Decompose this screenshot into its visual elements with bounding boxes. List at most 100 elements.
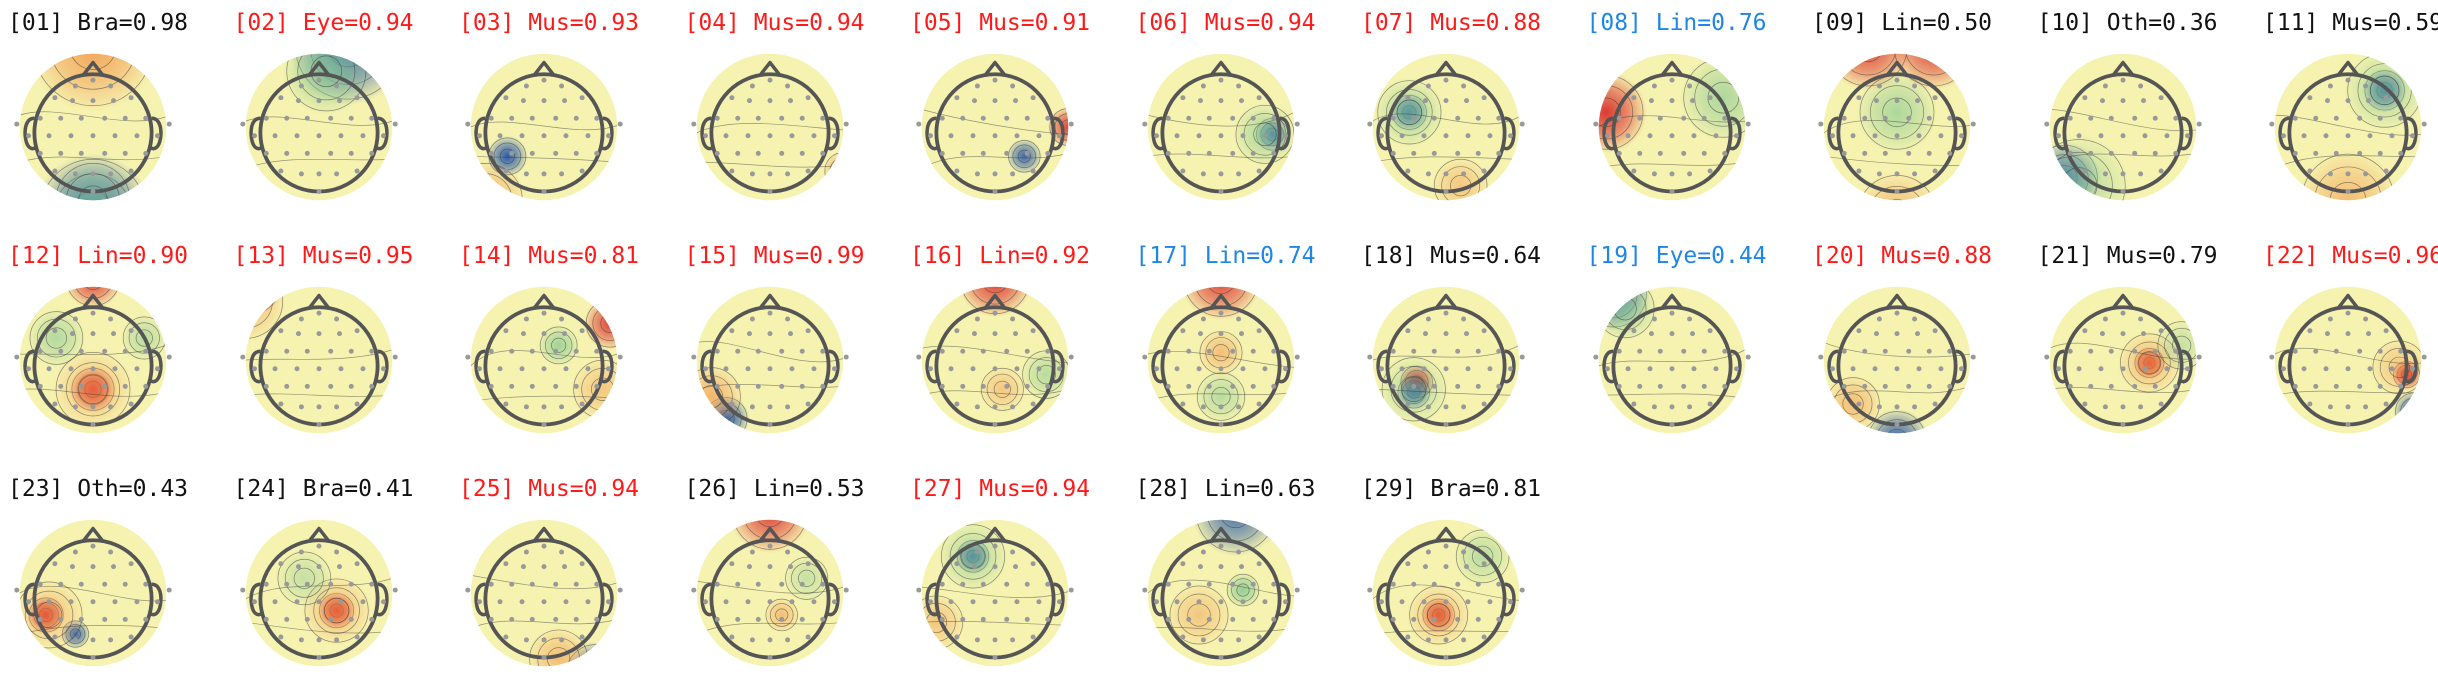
- contour-line: [245, 158, 392, 169]
- left-ear: [699, 349, 714, 384]
- sensor-dot: [1856, 95, 1862, 101]
- sensor-dot: [368, 348, 374, 354]
- sensor-dot: [1461, 637, 1467, 643]
- nose-outline: [81, 60, 105, 77]
- sensor-dot: [2067, 383, 2073, 389]
- sensor-dot: [497, 366, 503, 372]
- scalp-topomap: [1818, 53, 1976, 201]
- sensor-dot: [1399, 599, 1405, 605]
- sensor-dot: [1481, 168, 1487, 174]
- sensor-dot: [1443, 331, 1449, 337]
- sensor-dot: [37, 115, 43, 121]
- contour-line: [1177, 593, 1220, 637]
- sensor-dot: [734, 616, 740, 622]
- sensor-dot: [1010, 171, 1016, 177]
- left-ear: [2052, 116, 2067, 151]
- sensor-dot: [1455, 581, 1461, 587]
- sensor-dot: [102, 348, 108, 354]
- right-ear: [825, 116, 840, 151]
- sensor-dot: [916, 587, 922, 593]
- sensor-dot: [2345, 133, 2351, 139]
- sensor-dot: [960, 150, 966, 156]
- sensor-dot: [980, 115, 986, 121]
- sensor-dot: [392, 587, 398, 593]
- contour-line: [551, 337, 567, 353]
- component-title: [09] Lin=0.50: [1812, 8, 1992, 38]
- sensor-dot: [746, 564, 752, 570]
- topomap-cell: [27] Mus=0.94: [910, 474, 1120, 684]
- scalp-topomap: [2269, 53, 2427, 201]
- sensor-dot: [1625, 133, 1631, 139]
- sensor-dot: [251, 599, 257, 605]
- sensor-dot: [2120, 310, 2125, 316]
- right-ear: [1727, 116, 1742, 151]
- sensor-dot: [1894, 171, 1900, 177]
- sensor-dot: [108, 637, 114, 643]
- sensor-dot: [102, 383, 108, 389]
- right-ear: [1276, 582, 1291, 617]
- sensor-dot: [2081, 95, 2087, 101]
- sensor-dot: [2409, 366, 2415, 372]
- sensor-dot: [1030, 561, 1036, 567]
- contour-line: [1827, 53, 1908, 87]
- right-ear: [1051, 349, 1065, 384]
- sensor-dot: [1229, 581, 1235, 587]
- sensor-dot: [714, 581, 720, 587]
- sensor-dot: [2108, 383, 2114, 389]
- sensor-dot: [263, 150, 269, 156]
- sensor-dot: [90, 654, 96, 660]
- sensor-dot: [283, 150, 289, 156]
- sensor-dot: [108, 404, 114, 410]
- sensor-dot: [562, 564, 568, 570]
- left-ear: [1827, 349, 1841, 384]
- component-label: Bra=0.81: [1416, 476, 1542, 502]
- scalp-topomap: [1141, 53, 1300, 201]
- sensor-dot: [503, 401, 509, 407]
- sensor-dot: [1431, 150, 1437, 156]
- sensor-dot: [788, 133, 794, 139]
- sensor-dot: [563, 366, 569, 372]
- contour-line: [1183, 286, 1258, 317]
- sensor-dot: [971, 564, 977, 570]
- sensor-dot: [2102, 316, 2108, 322]
- sensor-dot: [1405, 561, 1411, 567]
- sensor-dot: [348, 150, 354, 156]
- sensor-dot: [1862, 383, 1868, 389]
- topomap-cell: [14] Mus=0.81: [459, 241, 669, 451]
- sensor-dot: [1443, 637, 1449, 643]
- topomap-cell: [25] Mus=0.94: [459, 474, 669, 684]
- contour-line: [1147, 391, 1294, 402]
- sensor-dot: [1701, 383, 1707, 389]
- contour-line: [293, 567, 315, 589]
- sensor-dot: [755, 150, 761, 156]
- component-title: [15] Mus=0.99: [685, 241, 865, 271]
- sensor-dot: [2137, 404, 2143, 410]
- sensor-dot: [102, 115, 108, 121]
- component-title: [16] Lin=0.92: [910, 241, 1090, 271]
- left-ear: [1601, 349, 1616, 384]
- contour-line: [470, 155, 618, 163]
- contour-line: [470, 185, 501, 201]
- sensor-dot: [1701, 115, 1707, 121]
- sensor-dot: [702, 599, 708, 605]
- contour-line: [1147, 626, 1294, 632]
- nose-outline: [757, 60, 782, 77]
- sensor-dot: [2389, 366, 2395, 372]
- sensor-dot: [488, 150, 494, 156]
- sensor-dot: [541, 404, 547, 410]
- sensor-dot: [2087, 115, 2093, 121]
- sensor-dot: [1045, 383, 1051, 389]
- sensor-dot: [283, 383, 289, 389]
- right-ear: [1727, 349, 1742, 384]
- sensor-dot: [1487, 599, 1493, 605]
- sensor-dot: [1229, 150, 1235, 156]
- sensor-dot: [745, 133, 751, 139]
- component-index: [09]: [1812, 10, 1868, 36]
- sensor-dot: [1399, 366, 1405, 372]
- sensor-dot: [2281, 133, 2287, 139]
- sensor-dot: [2158, 168, 2164, 174]
- sensor-dot: [2120, 331, 2125, 337]
- sensor-dot: [1616, 348, 1622, 354]
- sensor-dot: [2313, 150, 2319, 156]
- sensor-dot: [1906, 383, 1912, 389]
